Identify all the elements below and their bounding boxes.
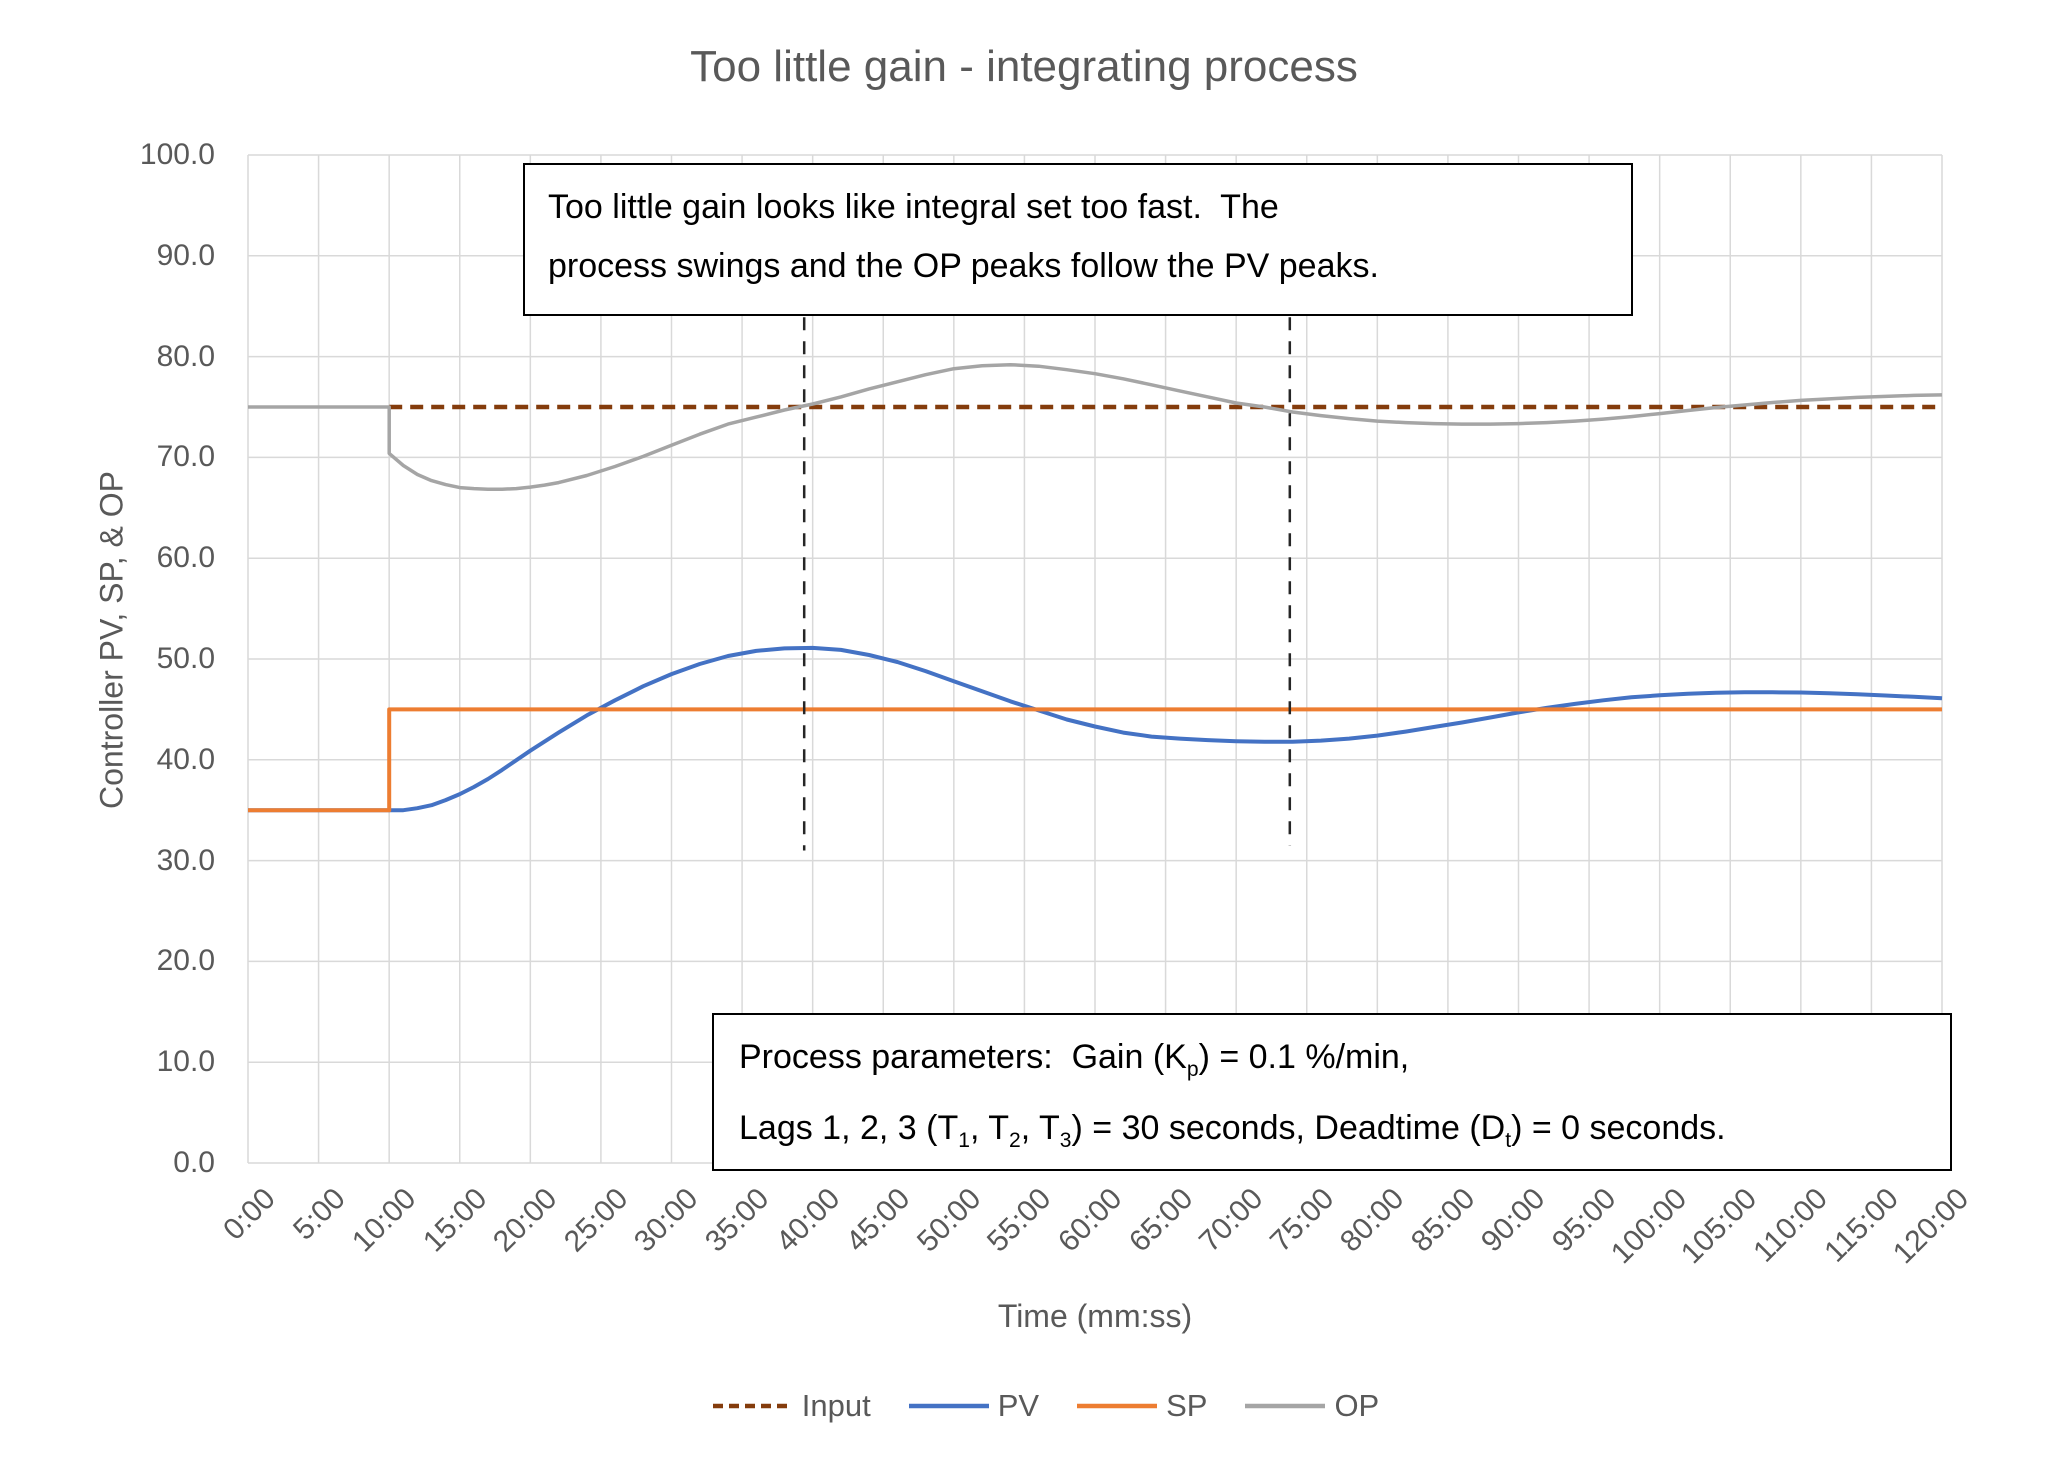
chart-legend: Input PV SP OP [199,1388,1893,1424]
y-tick-label: 40.0 [156,742,215,776]
annotation-gain-note: Too little gain looks like integral set … [523,163,1633,316]
series-sp-line [248,707,1942,813]
legend-item-op[interactable]: OP [1245,1388,1379,1424]
gain-note-line-2: process swings and the OP peaks follow t… [548,247,1379,285]
params-line-1: Process parameters: Gain (Kp) = 0.1 %/mi… [739,1038,1410,1081]
legend-label-sp: SP [1166,1388,1208,1423]
legend-label-op: OP [1334,1388,1380,1423]
legend-item-sp[interactable]: SP [1077,1388,1207,1424]
y-tick-label: 100.0 [139,138,215,171]
legend-line-swatch-input [712,1403,793,1409]
chart-title: Too little gain - integrating process [690,42,1358,91]
params-line-2: Lags 1, 2, 3 (T1, T2, T3) = 30 seconds, … [739,1108,1726,1152]
legend-line-swatch-pv [908,1403,989,1409]
legend-label-input: Input [801,1388,871,1423]
y-tick-label: 20.0 [156,944,215,978]
annotation-process-parameters: Process parameters: Gain (Kp) = 0.1 %/mi… [712,1013,1952,1171]
y-tick-label: 90.0 [156,238,215,272]
legend-line-swatch-sp [1077,1403,1158,1409]
y-tick-label: 30.0 [156,843,215,877]
y-tick-label: 70.0 [156,440,215,474]
series-op-line [248,362,1943,491]
legend-item-pv[interactable]: PV [908,1388,1040,1424]
y-tick-label: 0.0 [173,1146,215,1179]
legend-label-pv: PV [997,1388,1040,1423]
legend-line-swatch-op [1245,1403,1326,1409]
series-pv-line [248,645,1943,813]
y-tick-label: 10.0 [156,1045,215,1079]
y-tick-label: 50.0 [156,642,215,675]
legend-item-input[interactable]: Input [712,1388,871,1424]
gain-note-line-1: Too little gain looks like integral set … [548,188,1279,226]
y-tick-label: 80.0 [156,339,215,373]
x-axis-title: Time (mm:ss) [997,1298,1193,1334]
y-tick-label: 60.0 [156,541,215,575]
